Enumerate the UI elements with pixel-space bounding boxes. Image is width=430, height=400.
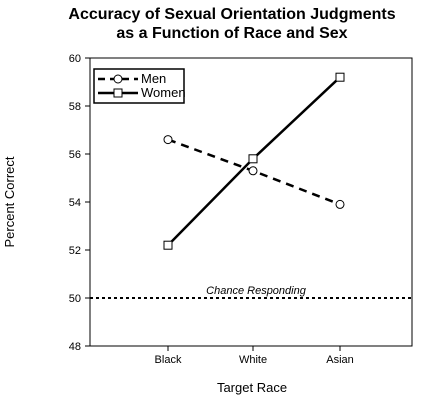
- chart-subtitle: as a Function of Race and Sex: [116, 25, 347, 42]
- legend: Men Women: [93, 68, 186, 104]
- series-men-point-asian: [335, 199, 345, 209]
- y-tick-label: 56: [69, 149, 81, 161]
- series-women-point-white: [248, 154, 258, 164]
- chance-responding-label: Chance Responding: [206, 285, 307, 297]
- legend-women-label: Women: [141, 85, 186, 100]
- y-axis-title: Percent Correct: [2, 156, 17, 247]
- series-women-point-black: [163, 240, 173, 250]
- series-layer: [163, 72, 345, 250]
- series-women-point-asian: [335, 72, 345, 82]
- y-tick-label: 50: [69, 293, 81, 305]
- legend-box: [93, 68, 185, 104]
- x-tick-label-black: Black: [155, 354, 182, 366]
- y-tick-label: 48: [69, 341, 81, 353]
- series-men-point-white: [248, 166, 258, 176]
- series-men-point-black: [163, 135, 173, 145]
- y-tick-label: 52: [69, 245, 81, 257]
- y-tick-label: 54: [69, 197, 81, 209]
- legend-men-marker: [113, 74, 123, 84]
- x-tick-label-white: White: [239, 354, 267, 366]
- legend-men-label: Men: [141, 71, 166, 86]
- chart-title: Accuracy of Sexual Orientation Judgments: [68, 6, 395, 23]
- y-tick-label: 58: [69, 101, 81, 113]
- y-axis-ticks: 48 50 52 54 56 58 60: [69, 53, 90, 353]
- x-tick-label-asian: Asian: [326, 354, 354, 366]
- y-tick-label: 60: [69, 53, 81, 65]
- x-axis-ticks: Black White Asian: [155, 346, 354, 366]
- legend-women-marker: [113, 88, 123, 98]
- x-axis-title: Target Race: [217, 380, 287, 395]
